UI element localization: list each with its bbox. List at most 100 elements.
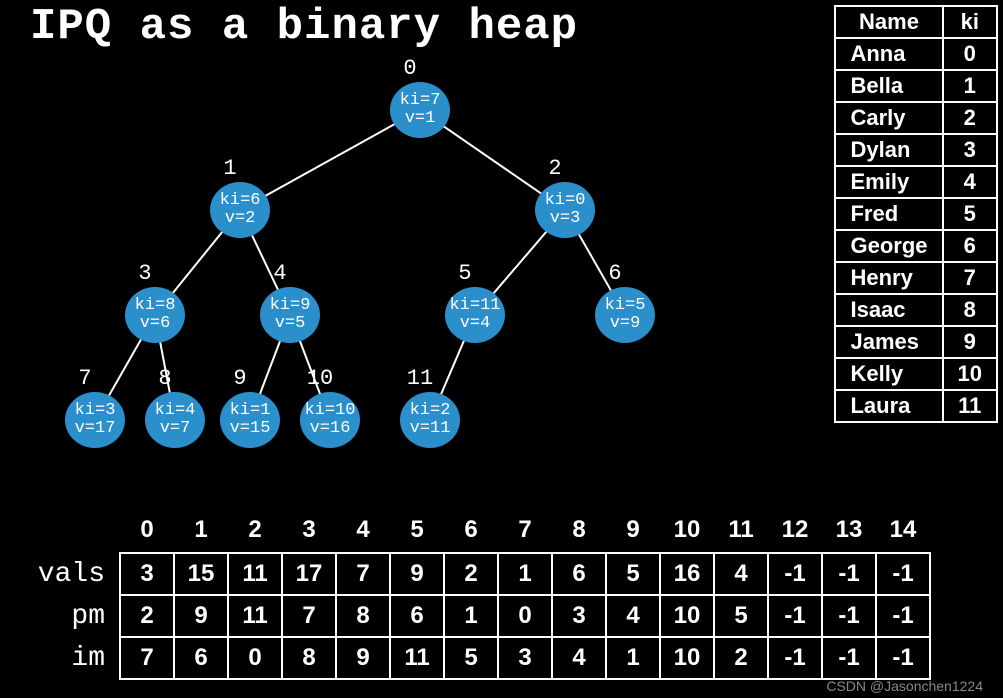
array-cell: 6 xyxy=(552,553,606,595)
array-cell: 1 xyxy=(498,553,552,595)
array-cell: 7 xyxy=(336,553,390,595)
array-cell: 5 xyxy=(444,637,498,679)
node-index-label: 9 xyxy=(233,366,246,391)
node-index-label: 11 xyxy=(407,366,433,391)
ki-cell: 9 xyxy=(943,326,997,358)
array-cell: 15 xyxy=(174,553,228,595)
array-index: 1 xyxy=(174,511,228,553)
array-index: 6 xyxy=(444,511,498,553)
table-row: Laura11 xyxy=(835,390,997,422)
ki-cell: 0 xyxy=(943,38,997,70)
table-row: Bella1 xyxy=(835,70,997,102)
node-index-label: 0 xyxy=(403,56,416,81)
array-cell: 1 xyxy=(606,637,660,679)
table-row: Henry7 xyxy=(835,262,997,294)
array-cell: 9 xyxy=(336,637,390,679)
heap-node: ki=11v=4 xyxy=(445,287,505,343)
array-row: vals3151117792165164-1-1-1 xyxy=(10,553,930,595)
array-index: 8 xyxy=(552,511,606,553)
array-index: 9 xyxy=(606,511,660,553)
array-label: im xyxy=(10,637,120,679)
arrays-panel: 01234567891011121314vals3151117792165164… xyxy=(10,511,931,680)
array-cell: -1 xyxy=(876,637,930,679)
heap-tree: 0ki=7v=11ki=6v=22ki=0v=33ki=8v=64ki=9v=5… xyxy=(0,50,720,480)
array-cell: -1 xyxy=(768,553,822,595)
array-cell: 9 xyxy=(390,553,444,595)
node-ki: ki=4 xyxy=(155,402,196,420)
heap-node: ki=9v=5 xyxy=(260,287,320,343)
name-cell: Emily xyxy=(835,166,942,198)
array-cell: 3 xyxy=(552,595,606,637)
name-cell: Carly xyxy=(835,102,942,134)
array-index: 3 xyxy=(282,511,336,553)
ki-cell: 10 xyxy=(943,358,997,390)
array-cell: 6 xyxy=(390,595,444,637)
array-index: 7 xyxy=(498,511,552,553)
ki-cell: 5 xyxy=(943,198,997,230)
array-cell: 4 xyxy=(606,595,660,637)
name-cell: George xyxy=(835,230,942,262)
node-index-label: 2 xyxy=(548,156,561,181)
watermark: CSDN @Jasonchen1224 xyxy=(826,678,983,694)
array-cell: -1 xyxy=(768,595,822,637)
node-ki: ki=8 xyxy=(135,297,176,315)
array-cell: 7 xyxy=(120,637,174,679)
node-ki: ki=9 xyxy=(270,297,311,315)
array-index: 5 xyxy=(390,511,444,553)
array-cell: 16 xyxy=(660,553,714,595)
array-cell: -1 xyxy=(876,553,930,595)
array-row: im76089115341102-1-1-1 xyxy=(10,637,930,679)
array-cell: 11 xyxy=(228,553,282,595)
ki-cell: 11 xyxy=(943,390,997,422)
node-index-label: 6 xyxy=(608,261,621,286)
node-ki: ki=10 xyxy=(304,402,355,420)
array-cell: -1 xyxy=(876,595,930,637)
node-ki: ki=1 xyxy=(230,402,271,420)
array-cell: 4 xyxy=(714,553,768,595)
name-cell: Laura xyxy=(835,390,942,422)
node-v: v=1 xyxy=(405,110,436,128)
node-index-label: 10 xyxy=(307,366,333,391)
name-cell: Dylan xyxy=(835,134,942,166)
name-cell: Anna xyxy=(835,38,942,70)
name-cell: Bella xyxy=(835,70,942,102)
node-ki: ki=7 xyxy=(400,92,441,110)
array-cell: 0 xyxy=(228,637,282,679)
node-ki: ki=11 xyxy=(449,297,500,315)
node-v: v=4 xyxy=(460,315,491,333)
array-cell: 11 xyxy=(390,637,444,679)
array-index: 10 xyxy=(660,511,714,553)
array-row: pm29117861034105-1-1-1 xyxy=(10,595,930,637)
heap-node: ki=8v=6 xyxy=(125,287,185,343)
table-row: Kelly10 xyxy=(835,358,997,390)
page-title: IPQ as a binary heap xyxy=(30,2,578,52)
array-cell: 9 xyxy=(174,595,228,637)
node-v: v=7 xyxy=(160,420,191,438)
array-cell: 0 xyxy=(498,595,552,637)
node-v: v=5 xyxy=(275,315,306,333)
name-cell: Isaac xyxy=(835,294,942,326)
array-label: pm xyxy=(10,595,120,637)
name-cell: James xyxy=(835,326,942,358)
node-ki: ki=5 xyxy=(605,297,646,315)
heap-node: ki=0v=3 xyxy=(535,182,595,238)
array-cell: 8 xyxy=(282,637,336,679)
name-cell: Fred xyxy=(835,198,942,230)
array-label: vals xyxy=(10,553,120,595)
array-cell: 1 xyxy=(444,595,498,637)
name-ki-table: Nameki Anna0Bella1Carly2Dylan3Emily4Fred… xyxy=(834,5,998,423)
array-cell: 10 xyxy=(660,637,714,679)
array-cell: -1 xyxy=(822,637,876,679)
node-v: v=11 xyxy=(410,420,451,438)
heap-node: ki=6v=2 xyxy=(210,182,270,238)
name-table-header: ki xyxy=(943,6,997,38)
table-row: Fred5 xyxy=(835,198,997,230)
array-cell: 11 xyxy=(228,595,282,637)
node-v: v=17 xyxy=(75,420,116,438)
node-v: v=15 xyxy=(230,420,271,438)
array-cell: 2 xyxy=(120,595,174,637)
node-ki: ki=6 xyxy=(220,192,261,210)
heap-node: ki=10v=16 xyxy=(300,392,360,448)
node-v: v=9 xyxy=(610,315,641,333)
node-v: v=6 xyxy=(140,315,171,333)
